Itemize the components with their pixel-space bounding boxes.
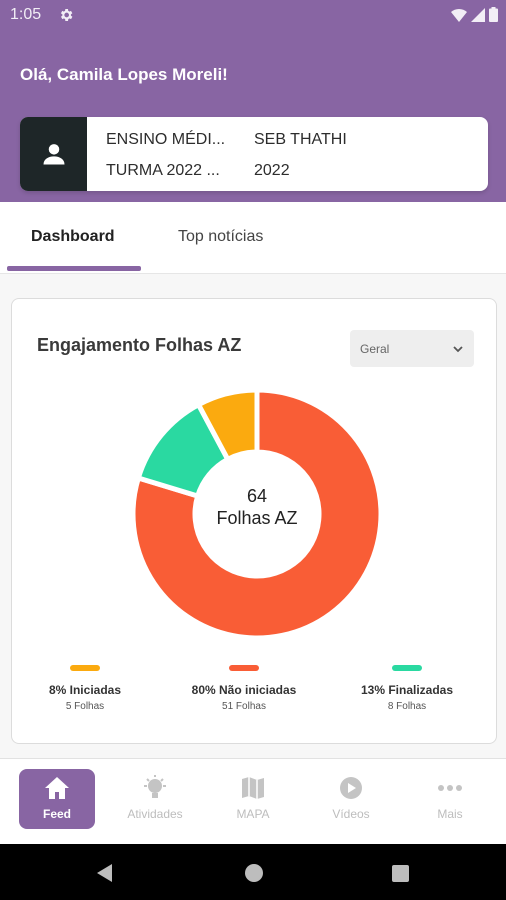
legend-item-finalizadas: 13% Finalizadas 8 Folhas — [327, 665, 487, 712]
nav-mais[interactable]: Mais — [412, 769, 488, 829]
more-icon — [438, 785, 462, 791]
nav-label: Vídeos — [332, 807, 370, 821]
profile-school: SEB THATHI — [254, 131, 347, 148]
settings-gear-icon — [60, 9, 73, 21]
legend-sublabel: 51 Folhas — [222, 701, 266, 712]
home-circle-icon[interactable] — [244, 863, 264, 883]
legend-swatch — [70, 665, 100, 671]
donut-chart — [130, 387, 384, 641]
profile-class: TURMA 2022 ... — [106, 162, 220, 179]
status-time: 1:05 — [10, 6, 42, 23]
status-indicators — [451, 7, 498, 22]
legend-label: 8% Iniciadas — [48, 683, 122, 697]
bottom-nav: Feed Atividades MAPA Vídeos Mais — [0, 758, 506, 844]
tab-bar: Dashboard Top notícias — [0, 202, 506, 274]
center-caption: Folhas AZ — [216, 508, 298, 528]
legend-label: 80% Não iniciadas — [191, 683, 297, 697]
app-header: Olá, Camila Lopes Moreli! ENSINO MÉDI...… — [0, 30, 506, 202]
legend-swatch — [392, 665, 422, 671]
nav-mapa[interactable]: MAPA — [215, 769, 291, 829]
legend-sublabel: 5 Folhas — [65, 701, 105, 712]
home-icon — [45, 777, 69, 799]
nav-videos[interactable]: Vídeos — [313, 769, 389, 829]
tab-dashboard[interactable]: Dashboard — [31, 228, 115, 245]
dropdown-value: Geral — [360, 342, 390, 356]
map-icon — [242, 777, 264, 799]
nav-label: MAPA — [236, 807, 270, 821]
profile-course: ENSINO MÉDI... — [106, 131, 226, 148]
nav-label: Mais — [437, 807, 463, 821]
legend-label: 13% Finalizadas — [360, 683, 454, 697]
nav-label: Atividades — [127, 807, 183, 821]
play-icon — [340, 777, 362, 799]
card-title: Engajamento Folhas AZ — [37, 335, 242, 355]
nav-label: Feed — [42, 807, 71, 821]
chart-center-label: 64 Folhas AZ — [130, 485, 384, 529]
chevron-down-icon — [453, 346, 463, 353]
engagement-card: Engajamento Folhas AZ Geral 64 Folhas AZ… — [11, 298, 497, 744]
avatar — [20, 117, 87, 191]
legend-sublabel: 8 Folhas — [387, 701, 427, 712]
lightbulb-icon — [144, 775, 166, 798]
signal-icon — [471, 7, 485, 22]
recents-icon[interactable] — [392, 865, 409, 882]
person-icon — [43, 144, 64, 165]
greeting-text: Olá, Camila Lopes Moreli! — [20, 65, 228, 84]
tab-top-noticias[interactable]: Top notícias — [178, 228, 264, 245]
tab-active-indicator — [7, 266, 141, 271]
wifi-icon — [451, 8, 467, 22]
status-bar: 1:05 — [0, 0, 506, 30]
filter-dropdown[interactable]: Geral — [350, 330, 474, 367]
center-total: 64 — [246, 486, 268, 506]
legend-item-nao-iniciadas: 80% Não iniciadas 51 Folhas — [164, 665, 324, 712]
nav-atividades[interactable]: Atividades — [117, 769, 193, 829]
slice-não-iniciadas — [130, 387, 384, 641]
profile-year: 2022 — [254, 162, 290, 179]
nav-feed[interactable]: Feed — [19, 769, 95, 829]
back-icon[interactable] — [95, 863, 115, 883]
legend-swatch — [229, 665, 259, 671]
system-nav-bar — [0, 844, 506, 900]
battery-icon — [489, 7, 498, 22]
profile-card[interactable]: ENSINO MÉDI... SEB THATHI TURMA 2022 ...… — [20, 117, 488, 191]
slice-iniciadas — [195, 387, 260, 463]
legend-item-iniciadas: 8% Iniciadas 5 Folhas — [5, 665, 165, 712]
